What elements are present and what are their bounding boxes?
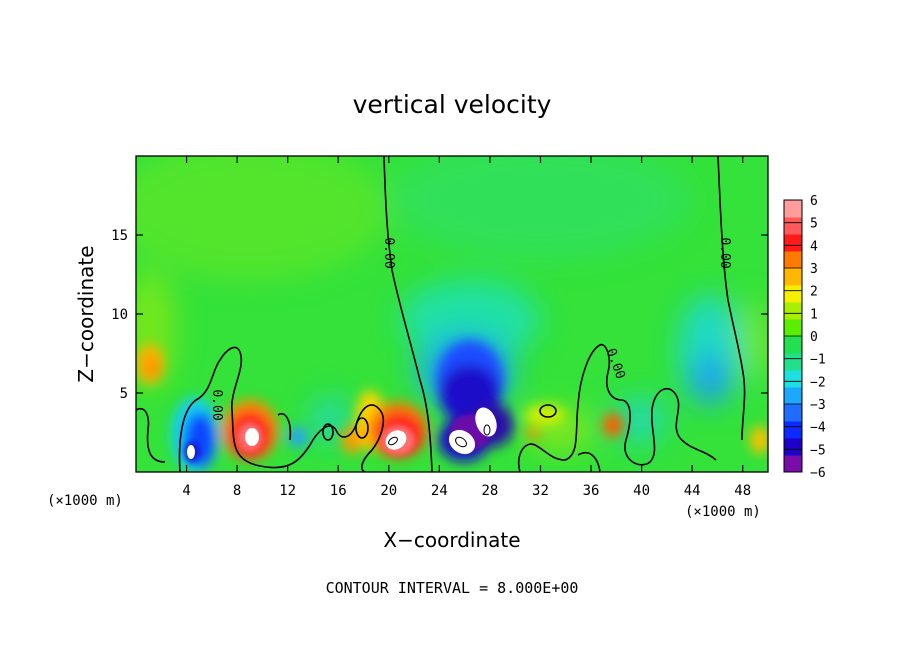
colorbar-swatch (784, 251, 802, 269)
colorbar-swatch (784, 353, 802, 371)
contour-line (136, 408, 166, 463)
chart-title: vertical velocity (353, 90, 552, 119)
x-tick-label: 8 (233, 483, 241, 499)
downdraft-core (448, 429, 476, 455)
contour-line (355, 417, 369, 439)
contour-line (322, 423, 334, 441)
updraft-core (245, 428, 259, 446)
colorbar-label: 6 (810, 194, 818, 209)
colorbar-swatch (784, 302, 802, 320)
colorbar-label: 4 (810, 239, 818, 254)
colorbar-swatch (784, 438, 802, 456)
x-tick-label: 40 (633, 483, 650, 499)
colorbar-label: 2 (810, 285, 818, 300)
colorbar-swatch (784, 455, 802, 473)
plot-area: 0.00 0.00 0.00 0.00 (136, 156, 768, 472)
x-tick-label: 20 (380, 483, 397, 499)
y-tick-label: 15 (111, 228, 128, 244)
contour-line (577, 451, 601, 472)
x-tick-label: 44 (684, 483, 701, 499)
y-tick-label: 5 (120, 386, 128, 402)
contour-line (383, 156, 433, 472)
y-axis: 5 10 15 (111, 228, 768, 402)
colorbar-swatch (784, 387, 802, 405)
contour-line (539, 404, 557, 418)
colorbar-swatch (784, 421, 802, 439)
x-axis: 4 8 12 16 20 24 28 32 36 40 44 48 (182, 156, 751, 499)
x-unit-label-left: (×1000 m) (47, 493, 123, 509)
x-axis-title: X−coordinate (383, 528, 520, 552)
y-axis-title: Z−coordinate (74, 245, 98, 382)
contour-label: 0.00 (381, 237, 396, 268)
zero-contours (136, 156, 746, 472)
contour-label: 0.00 (209, 389, 224, 420)
y-tick-label: 10 (111, 307, 128, 323)
contour-interval-note: CONTOUR INTERVAL = 8.000E+00 (326, 579, 579, 597)
colorbar-label: 5 (810, 217, 818, 232)
colorbar-label: 0 (810, 330, 818, 345)
updraft-core (187, 445, 195, 459)
field-saturation (187, 407, 497, 459)
colorbar-swatch (784, 285, 802, 303)
x-tick-label: 4 (182, 483, 190, 499)
colorbar-label: 3 (810, 262, 818, 277)
colorbar-label: −5 (810, 443, 826, 458)
colorbar-label: 1 (810, 307, 818, 322)
colorbar-swatch (784, 370, 802, 388)
contour-line (277, 413, 292, 441)
colorbar: 6 5 4 3 2 1 0 −1 −2 −3 −4 −5 −6 (783, 194, 826, 481)
colorbar-swatch (784, 200, 802, 218)
x-tick-label: 28 (481, 483, 498, 499)
x-tick-label: 32 (532, 483, 549, 499)
colorbar-swatch (784, 234, 802, 252)
colorbar-label: −3 (810, 398, 826, 413)
downdraft-core (475, 407, 497, 437)
x-tick-label: 12 (279, 483, 296, 499)
colorbar-label: −6 (810, 466, 826, 481)
contour-line (517, 343, 717, 472)
colorbar-label: −2 (810, 375, 826, 390)
contour-line (178, 346, 385, 472)
colorbar-label: −1 (810, 353, 826, 368)
colorbar-swatch (784, 268, 802, 286)
x-tick-label: 24 (431, 483, 448, 499)
colorbar-swatch (784, 217, 802, 235)
colorbar-swatch (784, 336, 802, 354)
colorbar-swatch (784, 404, 802, 422)
x-tick-label: 36 (583, 483, 600, 499)
contour-line (717, 156, 746, 441)
x-tick-label: 16 (330, 483, 347, 499)
x-tick-label: 48 (734, 483, 751, 499)
colorbar-label: −4 (810, 421, 826, 436)
contour-label: 0.00 (717, 237, 732, 268)
x-unit-label-right: (×1000 m) (685, 504, 761, 520)
colorbar-swatch (784, 319, 802, 337)
